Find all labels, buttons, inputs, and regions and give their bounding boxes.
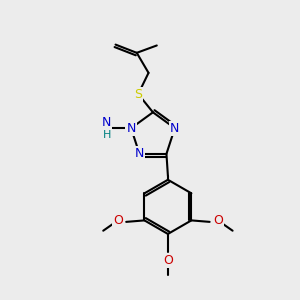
- Text: N: N: [101, 116, 111, 129]
- Text: N: N: [126, 122, 136, 135]
- Text: S: S: [134, 88, 142, 100]
- Text: O: O: [213, 214, 223, 227]
- Text: O: O: [163, 254, 173, 267]
- Text: N: N: [170, 122, 179, 135]
- Text: H: H: [103, 130, 112, 140]
- Text: O: O: [113, 214, 123, 227]
- Text: N: N: [135, 147, 144, 161]
